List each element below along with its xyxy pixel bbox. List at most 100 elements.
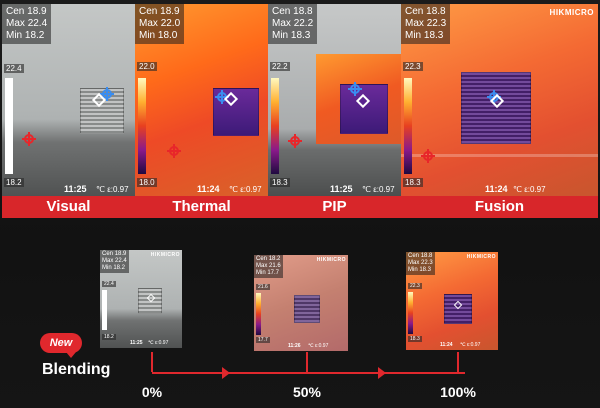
vent-cold-zone bbox=[444, 294, 472, 324]
max-marker-icon bbox=[487, 90, 501, 104]
temperature-scale-bar bbox=[256, 293, 261, 335]
temperature-readout: Cen 18.2 Max 21.6 Min 17.7 bbox=[254, 255, 283, 278]
scale-top-label: 22.2 bbox=[270, 62, 290, 71]
blending-label: Blending bbox=[42, 361, 111, 378]
vent-grille bbox=[138, 288, 162, 314]
blend-percent-50: 50% bbox=[292, 384, 322, 400]
blend-stop-0[interactable] bbox=[151, 352, 153, 372]
visual-image: 22.4 18.2 Cen 18.9 Max 22.4 Min 18.2 11:… bbox=[2, 4, 135, 196]
blend-slider-track[interactable] bbox=[152, 372, 465, 374]
capture-time: 11:24 bbox=[440, 342, 453, 348]
scale-top-label: 22.0 bbox=[137, 62, 157, 71]
emissivity: ℃ ε:0.97 bbox=[96, 185, 129, 194]
vent-cold-zone bbox=[461, 72, 531, 144]
temperature-scale-bar bbox=[5, 78, 13, 174]
fusion-image: 22.3 18.3 Cen 18.8 Max 22.3 Min 18.3 HIK… bbox=[401, 4, 598, 196]
center-temp: 18.9 bbox=[160, 6, 180, 17]
blend-thumb-100: 22.3 18.3 Cen 18.8 Max 22.3 Min 18.3 HIK… bbox=[406, 252, 498, 350]
arrow-right-icon bbox=[222, 367, 230, 379]
vent-cold-zone bbox=[213, 88, 259, 136]
temperature-readout: Cen 18.9 Max 22.0 Min 18.0 bbox=[135, 4, 185, 44]
blend-stop-50[interactable] bbox=[306, 352, 308, 372]
panel-visual: 22.4 18.2 Cen 18.9 Max 22.4 Min 18.2 11:… bbox=[2, 4, 135, 218]
scale-bottom-label: 18.3 bbox=[408, 336, 422, 342]
panel-thermal: 22.0 18.0 Cen 18.9 Max 22.0 Min 18.0 11:… bbox=[135, 4, 268, 218]
scale-top-label: 22.3 bbox=[408, 283, 422, 289]
panel-fusion: 22.3 18.3 Cen 18.8 Max 22.3 Min 18.3 HIK… bbox=[401, 4, 598, 218]
panel-pip: 22.2 18.3 Cen 18.8 Max 22.2 Min 18.3 11:… bbox=[268, 4, 401, 218]
center-temp: 18.8 bbox=[426, 6, 446, 17]
scale-bottom-label: 18.2 bbox=[102, 334, 116, 340]
temperature-readout: Cen 18.8 Max 22.3 Min 18.3 bbox=[406, 252, 435, 275]
scale-bottom-label: 18.3 bbox=[403, 178, 423, 187]
scale-top-label: 22.3 bbox=[403, 62, 423, 71]
scale-bottom-label: 18.0 bbox=[137, 178, 157, 187]
min-marker-icon bbox=[22, 132, 36, 146]
panel-caption: PIP bbox=[268, 196, 401, 218]
max-temp: 22.0 bbox=[160, 18, 181, 29]
temperature-readout: Cen 18.9 Max 22.4 Min 18.2 bbox=[100, 250, 129, 273]
temperature-scale-bar bbox=[408, 292, 413, 334]
capture-time: 11:25 bbox=[330, 184, 353, 194]
max-temp: 22.3 bbox=[426, 18, 447, 29]
temperature-readout: Cen 18.8 Max 22.2 Min 18.3 bbox=[268, 4, 318, 44]
emissivity: ℃ ε:0.97 bbox=[362, 185, 395, 194]
scale-bottom-label: 18.3 bbox=[270, 178, 290, 187]
temperature-scale-bar bbox=[102, 290, 107, 330]
vent-cold-zone bbox=[340, 84, 388, 134]
emissivity: ℃ ε:0.97 bbox=[148, 340, 169, 346]
max-marker-icon bbox=[215, 90, 229, 104]
panel-caption: Visual bbox=[2, 196, 135, 218]
hikmicro-logo: HIKMICRO bbox=[466, 254, 496, 260]
temperature-readout: Cen 18.9 Max 22.4 Min 18.2 bbox=[2, 4, 52, 44]
min-temp: 18.2 bbox=[24, 30, 45, 41]
max-marker-icon bbox=[348, 82, 362, 96]
min-temp: 18.3 bbox=[290, 30, 311, 41]
temperature-readout: Cen 18.8 Max 22.3 Min 18.3 bbox=[401, 4, 451, 44]
pip-image: 22.2 18.3 Cen 18.8 Max 22.2 Min 18.3 11:… bbox=[268, 4, 401, 196]
arrow-right-icon bbox=[378, 367, 386, 379]
scale-top-label: 22.4 bbox=[4, 64, 24, 73]
capture-time: 11:25 bbox=[64, 184, 87, 194]
max-temp: 22.2 bbox=[293, 18, 314, 29]
blend-thumb-50: 21.6 17.7 Cen 18.2 Max 21.6 Min 17.7 HIK… bbox=[254, 255, 348, 351]
min-temp: 18.0 bbox=[157, 30, 178, 41]
emissivity: ℃ ε:0.97 bbox=[460, 342, 481, 348]
max-temp: 22.4 bbox=[27, 18, 48, 29]
panel-caption: Thermal bbox=[135, 196, 268, 218]
temperature-scale-bar bbox=[138, 78, 146, 174]
capture-time: 11:24 bbox=[197, 184, 220, 194]
min-marker-icon bbox=[167, 144, 181, 158]
new-badge: New bbox=[40, 333, 82, 358]
emissivity: ℃ ε:0.97 bbox=[513, 185, 546, 194]
temperature-scale-bar bbox=[404, 78, 412, 174]
center-temp: 18.8 bbox=[293, 6, 313, 17]
min-temp: 18.3 bbox=[423, 30, 444, 41]
scale-top-label: 21.6 bbox=[256, 284, 270, 290]
blend-percent-0: 0% bbox=[141, 384, 163, 400]
scale-bottom-label: 18.2 bbox=[4, 178, 24, 187]
panel-caption: Fusion bbox=[401, 196, 598, 218]
min-marker-icon bbox=[288, 134, 302, 148]
floor-edge bbox=[401, 154, 598, 157]
max-marker-icon bbox=[100, 87, 114, 101]
capture-time: 11:26 bbox=[288, 343, 301, 349]
emissivity: ℃ ε:0.97 bbox=[229, 185, 262, 194]
thermal-image: 22.0 18.0 Cen 18.9 Max 22.0 Min 18.0 11:… bbox=[135, 4, 268, 196]
capture-time: 11:24 bbox=[485, 184, 508, 194]
blend-stop-100[interactable] bbox=[457, 352, 459, 372]
hikmicro-logo: HIKMICRO bbox=[549, 8, 594, 17]
blend-thumb-0: 22.4 18.2 Cen 18.9 Max 22.4 Min 18.2 HIK… bbox=[100, 250, 182, 348]
hikmicro-logo: HIKMICRO bbox=[316, 257, 346, 263]
temperature-scale-bar bbox=[271, 78, 279, 174]
center-temp: 18.9 bbox=[27, 6, 47, 17]
vent-grille bbox=[294, 295, 320, 323]
min-marker-icon bbox=[421, 149, 435, 163]
capture-time: 11:25 bbox=[130, 340, 143, 346]
scale-top-label: 22.4 bbox=[102, 281, 116, 287]
blend-percent-100: 100% bbox=[440, 384, 476, 400]
hikmicro-logo: HIKMICRO bbox=[150, 252, 180, 258]
emissivity: ℃ ε:0.97 bbox=[308, 343, 329, 349]
scale-bottom-label: 17.7 bbox=[256, 337, 270, 343]
